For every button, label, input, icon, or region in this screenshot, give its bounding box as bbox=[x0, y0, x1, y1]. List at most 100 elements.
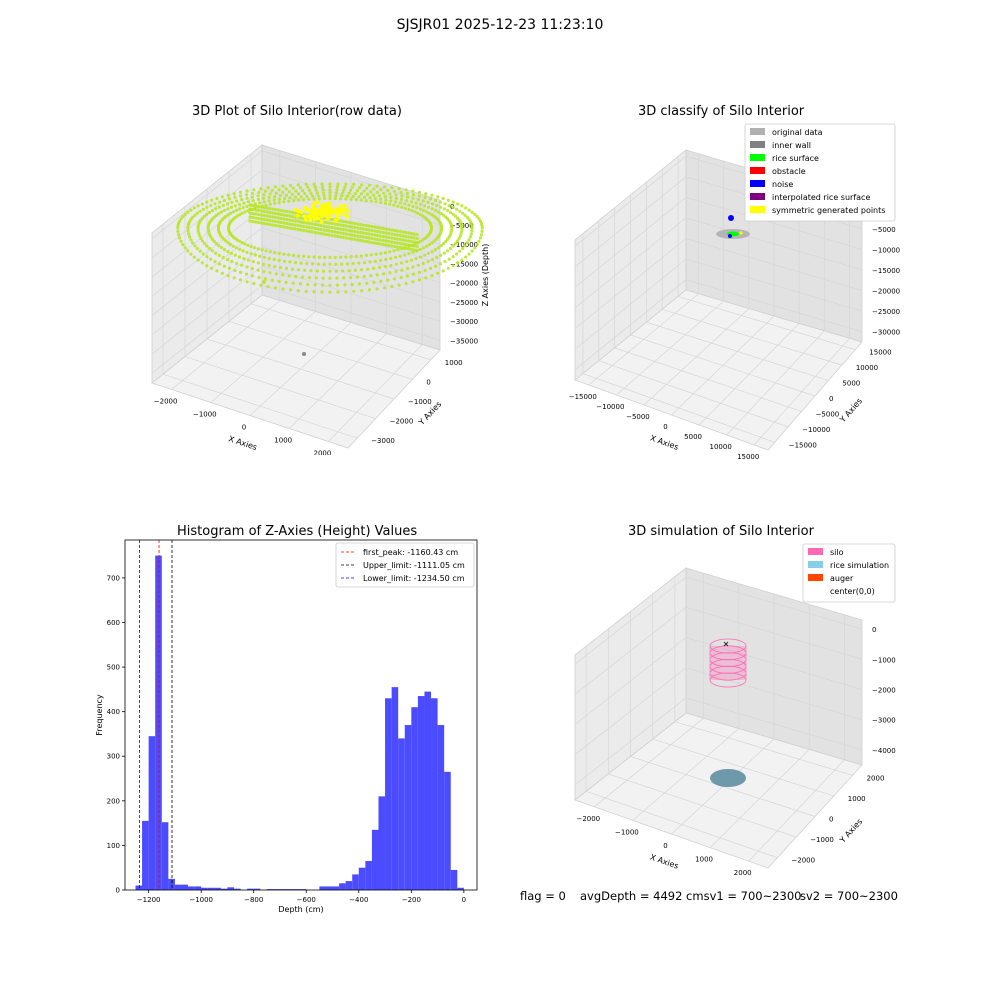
raw-point bbox=[200, 202, 204, 206]
y-tick-label: 0 bbox=[116, 887, 120, 895]
raw-point bbox=[469, 232, 473, 236]
raw-point bbox=[360, 183, 364, 187]
histogram-bar bbox=[404, 725, 412, 890]
raw-point bbox=[394, 269, 398, 274]
raw-point bbox=[328, 269, 332, 273]
raw-point bbox=[231, 210, 235, 214]
raw-point bbox=[249, 252, 253, 256]
raw-z-tick-label: −25000 bbox=[450, 299, 478, 307]
raw-point bbox=[362, 189, 366, 193]
raw-point bbox=[415, 240, 419, 245]
raw-point bbox=[307, 229, 312, 234]
raw-point bbox=[394, 262, 398, 266]
raw-point bbox=[294, 274, 298, 279]
histogram-bar bbox=[135, 885, 143, 890]
raw-point bbox=[412, 240, 416, 244]
raw-point bbox=[273, 195, 277, 199]
raw-point bbox=[339, 231, 343, 235]
raw-point bbox=[407, 203, 411, 207]
y-axis-label: Frequency bbox=[95, 694, 104, 736]
raw-point bbox=[250, 267, 254, 271]
classify-z-tick-label: −20000 bbox=[872, 288, 900, 296]
raw-point bbox=[253, 246, 257, 250]
histogram-bar bbox=[174, 884, 182, 890]
raw-point bbox=[374, 252, 378, 256]
raw-point bbox=[210, 249, 214, 253]
raw-point bbox=[389, 195, 393, 199]
raw-point bbox=[283, 259, 287, 263]
raw-point bbox=[293, 261, 298, 265]
raw-point bbox=[350, 282, 354, 287]
classify-x-tick-label: −15000 bbox=[569, 393, 597, 401]
x-tick-label: −800 bbox=[244, 896, 263, 904]
raw-point bbox=[235, 261, 239, 266]
raw-point bbox=[288, 214, 292, 218]
raw-point bbox=[213, 260, 217, 264]
raw-point bbox=[293, 223, 297, 227]
raw-point bbox=[335, 283, 339, 287]
raw-point bbox=[411, 189, 415, 193]
raw-point bbox=[271, 215, 275, 219]
raw-point bbox=[256, 261, 260, 265]
raw-point bbox=[384, 227, 388, 231]
raw-point bbox=[430, 193, 434, 197]
raw-point bbox=[259, 205, 263, 209]
raw-point bbox=[367, 228, 371, 232]
sim-legend-label: center(0,0) bbox=[830, 587, 875, 596]
raw-point bbox=[274, 272, 278, 276]
raw-point bbox=[378, 242, 382, 246]
raw-point bbox=[268, 206, 272, 211]
raw-point bbox=[268, 214, 272, 219]
raw-point bbox=[226, 213, 230, 217]
histogram-bar bbox=[424, 691, 432, 890]
symmetric-point bbox=[299, 210, 304, 215]
raw-point bbox=[448, 246, 453, 250]
raw-point bbox=[436, 246, 441, 250]
raw-point bbox=[266, 186, 270, 190]
raw-point bbox=[378, 238, 382, 242]
raw-point bbox=[375, 273, 379, 277]
raw-point bbox=[196, 258, 200, 262]
histogram-bar bbox=[188, 886, 195, 890]
histogram-bar bbox=[273, 889, 280, 890]
raw-point bbox=[373, 237, 377, 241]
raw-point bbox=[425, 210, 429, 214]
raw-point bbox=[224, 214, 228, 218]
raw-point bbox=[417, 278, 422, 282]
raw-point bbox=[358, 222, 363, 227]
raw-point bbox=[427, 211, 432, 215]
raw-point bbox=[358, 230, 363, 235]
raw-point bbox=[328, 283, 332, 287]
raw-point bbox=[387, 231, 391, 236]
raw-point bbox=[356, 238, 360, 242]
sim-z-gridline bbox=[574, 576, 863, 665]
raw-point bbox=[372, 193, 376, 197]
raw-point bbox=[361, 227, 365, 231]
raw-point bbox=[359, 254, 363, 258]
raw-point bbox=[222, 264, 226, 268]
raw-point bbox=[277, 200, 281, 205]
raw-point bbox=[262, 269, 266, 274]
raw-z-tick-label: −15000 bbox=[450, 260, 478, 268]
raw-point bbox=[210, 198, 214, 202]
raw-point bbox=[240, 263, 244, 267]
raw-point bbox=[210, 266, 214, 270]
raw-point bbox=[230, 260, 234, 264]
raw-point bbox=[307, 188, 311, 192]
raw-point bbox=[459, 231, 463, 235]
noise-point bbox=[728, 215, 734, 221]
raw-point bbox=[370, 224, 374, 229]
raw-point bbox=[230, 200, 234, 204]
classify-y-axis-label: Y Axies bbox=[838, 396, 864, 425]
histogram-bar bbox=[444, 771, 451, 890]
raw-point bbox=[375, 241, 380, 246]
raw-point bbox=[267, 195, 271, 199]
raw-point bbox=[196, 229, 200, 233]
classify-x-tick-label: 15000 bbox=[737, 453, 759, 461]
symmetric-point bbox=[303, 217, 308, 222]
raw-point bbox=[276, 212, 280, 216]
raw-point bbox=[439, 244, 443, 248]
raw-point bbox=[448, 210, 453, 215]
raw-point bbox=[319, 223, 323, 228]
raw-point bbox=[248, 219, 252, 223]
